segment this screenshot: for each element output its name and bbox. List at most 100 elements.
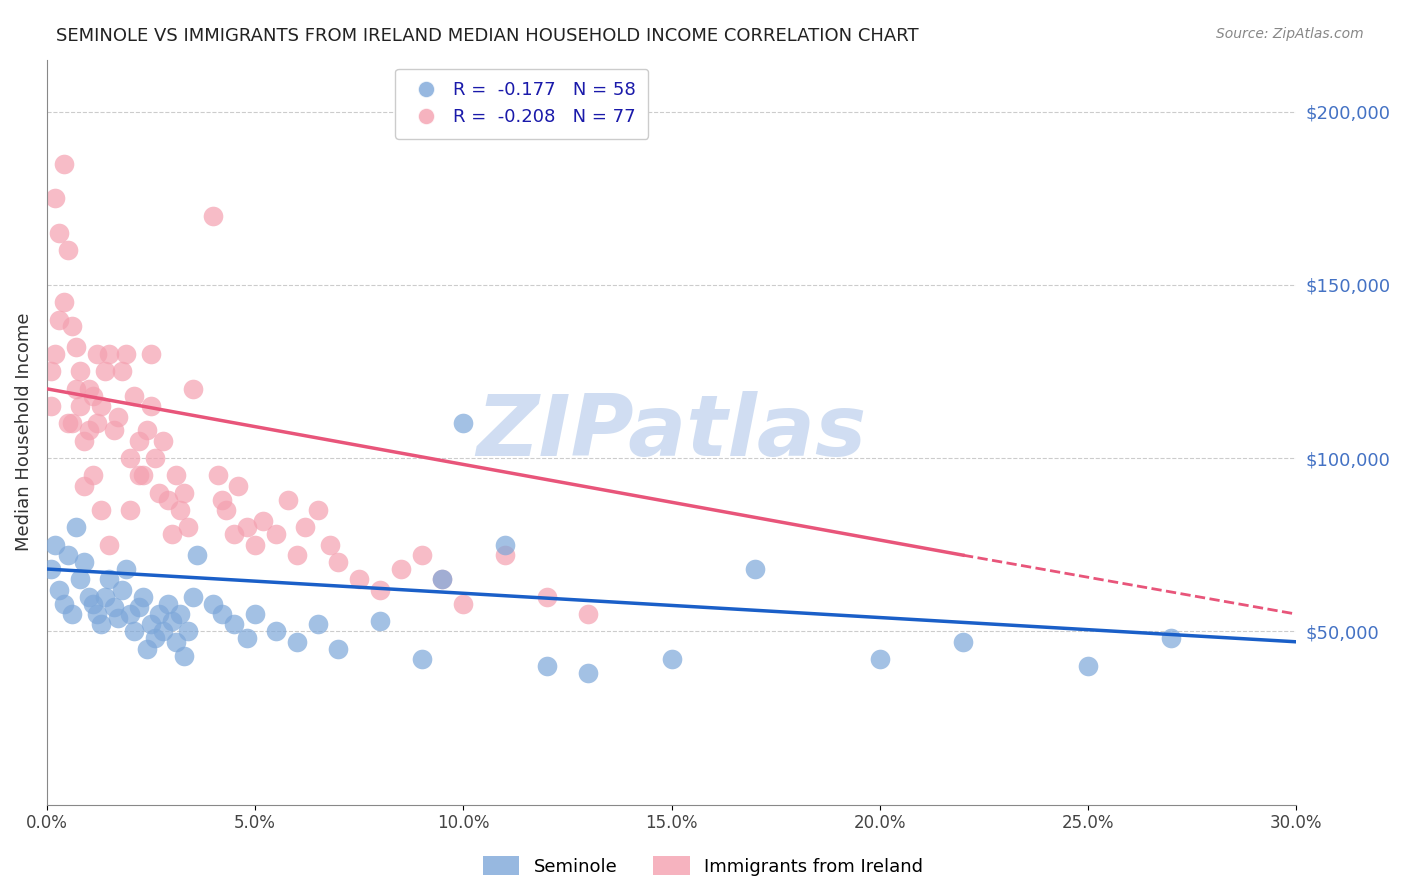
Point: [52, 156, 75, 170]
Point: [252, 514, 274, 528]
Point: [285, 635, 308, 649]
Point: [135, 424, 157, 438]
Point: [215, 503, 238, 517]
Text: ZIPatlas: ZIPatlas: [477, 391, 866, 474]
Point: [56, 243, 79, 257]
Point: [328, 641, 350, 656]
Point: [869, 652, 891, 666]
Point: [131, 468, 153, 483]
Point: [165, 635, 187, 649]
Legend: Seminole, Immigrants from Ireland: Seminole, Immigrants from Ireland: [475, 849, 931, 883]
Point: [56, 417, 79, 431]
Point: [90, 503, 112, 517]
Point: [82, 389, 104, 403]
Point: [243, 538, 266, 552]
Point: [576, 665, 599, 680]
Point: [73, 555, 96, 569]
Point: [44, 538, 66, 552]
Point: [156, 597, 179, 611]
Point: [307, 503, 329, 517]
Point: [69, 364, 91, 378]
Point: [236, 632, 259, 646]
Point: [124, 624, 146, 639]
Point: [143, 451, 166, 466]
Point: [211, 492, 233, 507]
Point: [148, 485, 170, 500]
Point: [98, 538, 121, 552]
Point: [207, 468, 229, 483]
Point: [1160, 632, 1182, 646]
Point: [277, 492, 299, 507]
Point: [160, 527, 183, 541]
Point: [107, 409, 129, 424]
Point: [94, 590, 117, 604]
Point: [264, 624, 287, 639]
Point: [60, 607, 83, 621]
Point: [86, 347, 108, 361]
Point: [148, 607, 170, 621]
Point: [307, 617, 329, 632]
Point: [73, 434, 96, 448]
Point: [186, 548, 208, 562]
Point: [82, 597, 104, 611]
Point: [120, 451, 142, 466]
Point: [264, 527, 287, 541]
Point: [1077, 659, 1099, 673]
Point: [128, 434, 150, 448]
Point: [103, 424, 125, 438]
Point: [952, 635, 974, 649]
Point: [60, 417, 83, 431]
Point: [128, 468, 150, 483]
Point: [347, 573, 370, 587]
Point: [181, 590, 204, 604]
Point: [576, 607, 599, 621]
Point: [211, 607, 233, 621]
Y-axis label: Median Household Income: Median Household Income: [15, 313, 32, 551]
Point: [107, 610, 129, 624]
Point: [236, 520, 259, 534]
Point: [73, 479, 96, 493]
Point: [494, 538, 516, 552]
Point: [52, 597, 75, 611]
Point: [86, 607, 108, 621]
Point: [536, 659, 558, 673]
Point: [115, 562, 138, 576]
Point: [98, 573, 121, 587]
Point: [139, 347, 162, 361]
Point: [152, 434, 174, 448]
Point: [120, 503, 142, 517]
Text: Source: ZipAtlas.com: Source: ZipAtlas.com: [1216, 27, 1364, 41]
Point: [173, 648, 195, 663]
Point: [139, 617, 162, 632]
Legend: R =  -0.177   N = 58, R =  -0.208   N = 77: R = -0.177 N = 58, R = -0.208 N = 77: [395, 69, 648, 139]
Point: [65, 520, 87, 534]
Point: [131, 590, 153, 604]
Point: [120, 607, 142, 621]
Point: [86, 417, 108, 431]
Point: [202, 597, 225, 611]
Point: [111, 364, 134, 378]
Point: [48, 582, 70, 597]
Point: [139, 399, 162, 413]
Point: [111, 582, 134, 597]
Point: [744, 562, 766, 576]
Point: [177, 520, 200, 534]
Point: [39, 399, 62, 413]
Point: [98, 347, 121, 361]
Point: [90, 399, 112, 413]
Point: [65, 340, 87, 354]
Point: [115, 347, 138, 361]
Point: [432, 573, 454, 587]
Point: [48, 226, 70, 240]
Point: [39, 562, 62, 576]
Point: [44, 191, 66, 205]
Point: [82, 468, 104, 483]
Point: [368, 582, 391, 597]
Point: [224, 617, 246, 632]
Point: [44, 347, 66, 361]
Point: [128, 600, 150, 615]
Point: [103, 600, 125, 615]
Point: [536, 590, 558, 604]
Point: [165, 468, 187, 483]
Point: [243, 607, 266, 621]
